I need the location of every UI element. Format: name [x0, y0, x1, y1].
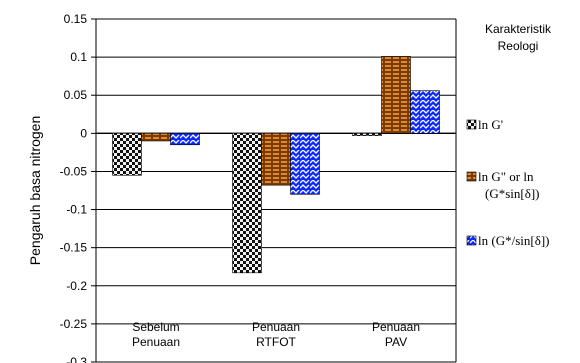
legend-label: ln (G*/sin[δ]) — [478, 233, 549, 248]
y-tick-label: 0.15 — [64, 12, 88, 26]
y-tick-label: 0 — [80, 126, 87, 140]
bar — [112, 133, 142, 176]
bar — [410, 90, 440, 134]
y-tick-label: -0.25 — [60, 317, 88, 331]
legend-label: ln G' — [478, 117, 503, 132]
x-tick-label: PAV — [385, 335, 407, 349]
x-tick-label: RTFOT — [256, 335, 296, 349]
x-tick-label: Penuaan — [132, 335, 180, 349]
y-tick-label: 0.05 — [64, 88, 88, 102]
bar — [141, 133, 171, 142]
x-tick-label: Penuaan — [252, 320, 300, 334]
y-tick-label: 0.1 — [70, 50, 87, 64]
bar — [170, 133, 200, 146]
bar — [232, 133, 262, 274]
legend: Karakteristik Reologi ln G' ln G" or ln (G*s… — [466, 22, 552, 248]
bar — [261, 133, 291, 186]
y-axis-label: Pengaruh basa nitrogen — [27, 116, 43, 265]
y-tick-label: -0.05 — [60, 164, 88, 178]
bar — [290, 133, 320, 195]
y-tick-label: -0.15 — [60, 241, 88, 255]
y-tick-label: -0.3 — [66, 355, 87, 363]
x-tick-label: Penuaan — [372, 320, 420, 334]
y-tick-label: -0.1 — [66, 203, 87, 217]
legend-swatch — [466, 119, 477, 130]
y-tick-label: -0.2 — [66, 279, 87, 293]
x-tick-label: Sebelum — [132, 320, 179, 334]
legend-label: (G*sin[δ]) — [485, 186, 540, 201]
legend-swatch — [466, 235, 477, 246]
legend-title: Reologi — [498, 39, 539, 53]
legend-label: ln G" or ln — [478, 169, 534, 184]
legend-swatch — [466, 171, 477, 182]
bar — [352, 133, 382, 136]
legend-title: Karakteristik — [485, 22, 552, 36]
plot-area: 0.15 0.1 0.05 0 -0.05 -0.1 -0.15 -0.2 -0.25 -0.3 P… — [27, 12, 457, 363]
bar — [381, 56, 411, 134]
